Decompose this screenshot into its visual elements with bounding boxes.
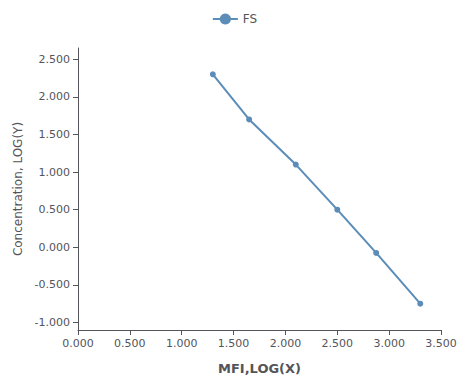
svg-text:-0.500: -0.500 bbox=[35, 278, 70, 291]
svg-text:3.500: 3.500 bbox=[425, 337, 457, 350]
svg-text:1.000: 1.000 bbox=[166, 337, 198, 350]
svg-text:0.500: 0.500 bbox=[39, 203, 71, 216]
svg-text:2.000: 2.000 bbox=[39, 90, 71, 103]
svg-text:2.500: 2.500 bbox=[39, 53, 71, 66]
svg-text:0.000: 0.000 bbox=[39, 241, 71, 254]
svg-text:1.000: 1.000 bbox=[39, 166, 71, 179]
svg-text:FS: FS bbox=[243, 12, 257, 26]
svg-text:3.000: 3.000 bbox=[373, 337, 405, 350]
svg-text:MFI,LOG(X): MFI,LOG(X) bbox=[218, 361, 301, 376]
svg-text:0.000: 0.000 bbox=[62, 337, 94, 350]
svg-text:1.500: 1.500 bbox=[218, 337, 250, 350]
svg-text:1.500: 1.500 bbox=[39, 128, 71, 141]
svg-text:Concentration, LOG(Y): Concentration, LOG(Y) bbox=[11, 122, 25, 256]
svg-text:-1.000: -1.000 bbox=[35, 316, 70, 329]
svg-text:0.500: 0.500 bbox=[114, 337, 146, 350]
svg-text:2.000: 2.000 bbox=[270, 337, 302, 350]
svg-text:2.500: 2.500 bbox=[322, 337, 354, 350]
